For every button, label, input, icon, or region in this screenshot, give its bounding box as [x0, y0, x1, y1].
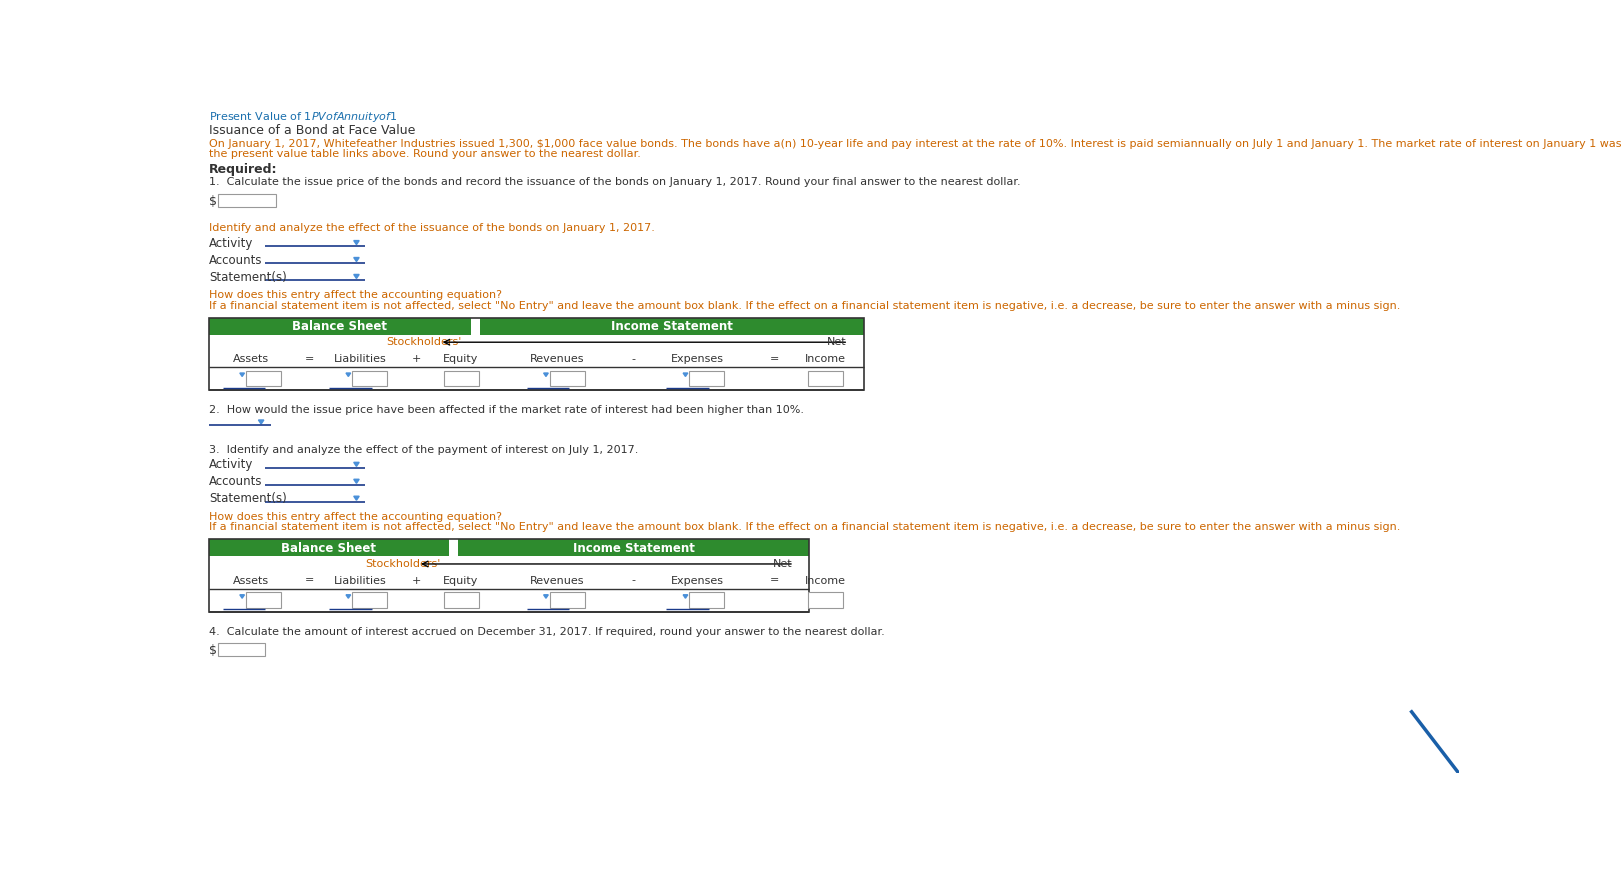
Text: Balance Sheet: Balance Sheet — [282, 542, 376, 555]
Bar — [246, 371, 280, 386]
Text: On January 1, 2017, Whitefeather Industries issued 1,300, $1,000 face value bond: On January 1, 2017, Whitefeather Industr… — [209, 139, 1621, 149]
Polygon shape — [345, 594, 350, 598]
Text: How does this entry affect the accounting equation?: How does this entry affect the accountin… — [209, 512, 503, 521]
Text: Accounts: Accounts — [209, 254, 263, 267]
Bar — [209, 350, 864, 367]
Text: Net: Net — [773, 559, 793, 568]
Text: Revenues: Revenues — [530, 354, 585, 364]
Text: =: = — [770, 354, 780, 364]
Text: Revenues: Revenues — [530, 575, 585, 586]
Bar — [352, 593, 387, 607]
Polygon shape — [345, 373, 350, 376]
Bar — [807, 371, 843, 386]
Bar — [209, 540, 449, 556]
Bar — [219, 642, 264, 656]
Text: Statement(s): Statement(s) — [209, 493, 287, 506]
Bar — [470, 317, 480, 335]
Text: If a financial statement item is not affected, select "No Entry" and leave the a: If a financial statement item is not aff… — [209, 301, 1401, 310]
Text: Activity: Activity — [209, 459, 253, 472]
Polygon shape — [353, 241, 360, 244]
Text: Stockholders': Stockholders' — [365, 559, 441, 568]
Bar — [209, 367, 864, 390]
Bar — [209, 588, 809, 612]
Text: Identify and analyze the effect of the issuance of the bonds on January 1, 2017.: Identify and analyze the effect of the i… — [209, 222, 655, 233]
Bar — [209, 317, 864, 390]
Text: 3.  Identify and analyze the effect of the payment of interest on July 1, 2017.: 3. Identify and analyze the effect of th… — [209, 445, 639, 454]
Bar — [444, 593, 478, 607]
Text: =: = — [770, 575, 780, 586]
Text: the present value table links above. Round your answer to the nearest dollar.: the present value table links above. Rou… — [209, 149, 640, 159]
Text: Expenses: Expenses — [671, 575, 723, 586]
Bar — [209, 572, 809, 588]
Bar — [209, 540, 809, 612]
Bar — [209, 317, 470, 335]
Text: Required:: Required: — [209, 163, 277, 176]
Bar — [444, 371, 478, 386]
Text: +: + — [412, 354, 421, 364]
Text: =: = — [305, 354, 314, 364]
Text: 1.  Calculate the issue price of the bonds and record the issuance of the bonds : 1. Calculate the issue price of the bond… — [209, 176, 1021, 187]
Text: +: + — [412, 575, 421, 586]
Text: Balance Sheet: Balance Sheet — [292, 321, 387, 334]
Bar — [807, 593, 843, 607]
Bar — [480, 317, 864, 335]
Bar — [550, 371, 585, 386]
Bar — [449, 540, 459, 556]
Polygon shape — [543, 594, 548, 598]
Text: Income Statement: Income Statement — [572, 542, 695, 555]
Polygon shape — [240, 594, 245, 598]
Text: Activity: Activity — [209, 236, 253, 249]
Text: 4.  Calculate the amount of interest accrued on December 31, 2017. If required, : 4. Calculate the amount of interest accr… — [209, 627, 885, 637]
Text: How does this entry affect the accounting equation?: How does this entry affect the accountin… — [209, 290, 503, 300]
Text: Liabilities: Liabilities — [334, 575, 386, 586]
Bar — [209, 335, 864, 350]
Text: $: $ — [209, 644, 217, 657]
Text: Net: Net — [827, 337, 846, 347]
Polygon shape — [353, 257, 360, 262]
Text: Stockholders': Stockholders' — [386, 337, 462, 347]
Polygon shape — [543, 373, 548, 376]
Bar — [459, 540, 809, 556]
Bar — [219, 194, 276, 208]
Text: Assets: Assets — [233, 575, 269, 586]
Polygon shape — [258, 420, 264, 424]
Text: =: = — [305, 575, 314, 586]
Text: $: $ — [209, 196, 217, 209]
Bar — [689, 371, 725, 386]
Polygon shape — [353, 480, 360, 483]
Text: Statement(s): Statement(s) — [209, 270, 287, 283]
Bar — [550, 593, 585, 607]
Polygon shape — [353, 462, 360, 467]
Text: Income: Income — [804, 354, 846, 364]
Text: -: - — [632, 354, 635, 364]
Polygon shape — [682, 594, 687, 598]
Text: Present Value of $1 PV of Annuity of $1: Present Value of $1 PV of Annuity of $1 — [209, 109, 397, 123]
Text: Equity: Equity — [443, 575, 478, 586]
Text: Income Statement: Income Statement — [611, 321, 733, 334]
Text: 2.  How would the issue price have been affected if the market rate of interest : 2. How would the issue price have been a… — [209, 405, 804, 415]
Text: Liabilities: Liabilities — [334, 354, 386, 364]
Text: If a financial statement item is not affected, select "No Entry" and leave the a: If a financial statement item is not aff… — [209, 522, 1401, 533]
Text: Equity: Equity — [443, 354, 478, 364]
Text: Assets: Assets — [233, 354, 269, 364]
Text: Expenses: Expenses — [671, 354, 723, 364]
Bar — [246, 593, 280, 607]
Polygon shape — [353, 275, 360, 278]
Text: -: - — [632, 575, 635, 586]
Text: Accounts: Accounts — [209, 475, 263, 488]
Bar — [209, 556, 809, 572]
Polygon shape — [682, 373, 687, 376]
Text: Issuance of a Bond at Face Value: Issuance of a Bond at Face Value — [209, 123, 415, 136]
Bar — [689, 593, 725, 607]
Text: Income: Income — [804, 575, 846, 586]
Bar — [352, 371, 387, 386]
Polygon shape — [353, 496, 360, 501]
Polygon shape — [240, 373, 245, 376]
